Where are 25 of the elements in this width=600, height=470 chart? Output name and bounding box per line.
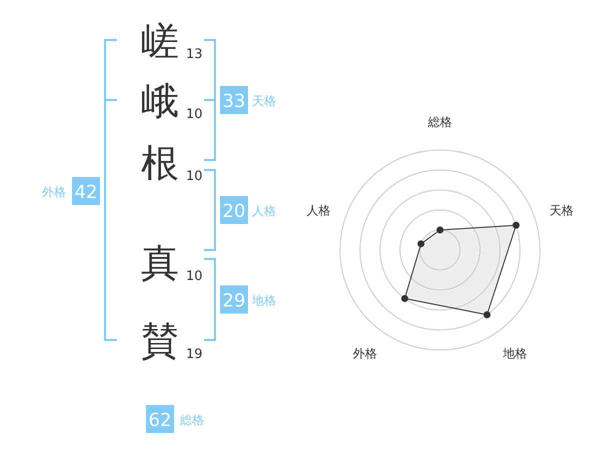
text: 42: [74, 182, 98, 203]
text: 33: [222, 91, 246, 112]
category-label: 嵯: [141, 19, 179, 63]
text: 天格: [252, 94, 276, 108]
text: 地格: [251, 294, 276, 308]
category-label: 真: [141, 241, 179, 285]
data-label: 19: [186, 347, 203, 362]
data-label: 10: [186, 107, 203, 122]
category-label: 峨: [141, 79, 179, 123]
text: 外格: [42, 185, 66, 199]
data-label: 10: [186, 269, 203, 284]
spoke-label: 総格: [427, 115, 452, 129]
spoke-label: 外格: [352, 346, 377, 361]
text: 29: [222, 290, 246, 312]
text: 人格: [252, 204, 276, 218]
data-label: 10: [186, 169, 203, 184]
text: 総格: [179, 413, 204, 427]
spoke-label: 人格: [306, 203, 330, 218]
category-label: 賛: [141, 319, 179, 363]
text: 20: [222, 201, 246, 222]
spoke-label: 地格: [502, 346, 528, 361]
spoke-label: 天格: [550, 203, 574, 218]
category-label: 根: [141, 141, 179, 185]
text: 62: [148, 410, 172, 431]
data-label: 13: [186, 47, 203, 62]
